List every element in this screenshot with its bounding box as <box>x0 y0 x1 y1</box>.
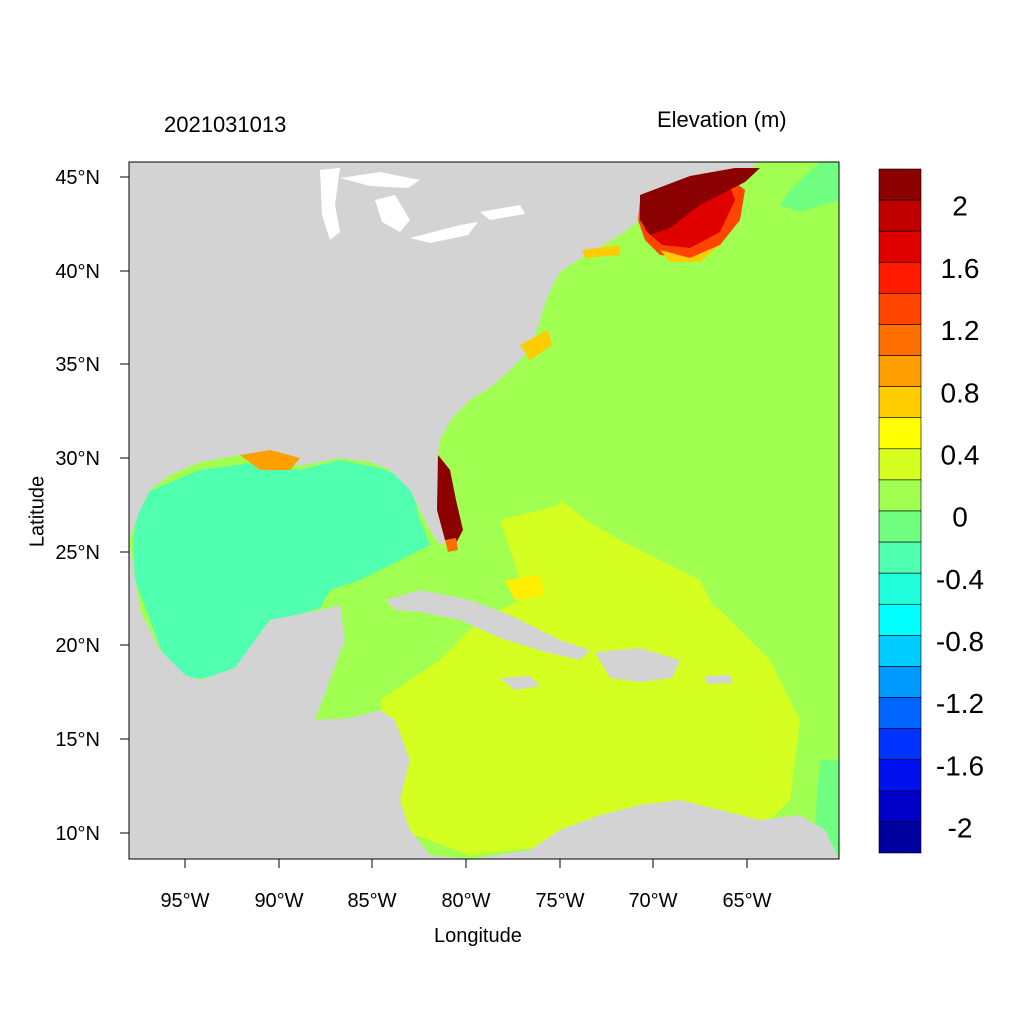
x-axis-ticks: 95°W 90°W 85°W 80°W 75°W 70°W 65°W <box>160 859 772 912</box>
map-frame <box>128 161 840 860</box>
colorbar-segment <box>878 168 922 201</box>
y-tick-label: 15°N <box>55 729 100 751</box>
colorbar-label: -2 <box>948 813 973 844</box>
colorbar-segment <box>878 821 922 854</box>
florida-surge-zone <box>437 455 463 545</box>
x-tick-label: 75°W <box>535 890 584 912</box>
colorbar-label: 2 <box>952 191 968 222</box>
colorbar-segment <box>878 541 922 574</box>
y-tick-label: 35°N <box>55 354 100 376</box>
hispaniola-land <box>595 648 680 682</box>
y-tick-label: 30°N <box>55 448 100 470</box>
x-tick-label: 65°W <box>722 890 771 912</box>
colorbar-label: -0.4 <box>936 564 984 595</box>
colorbar-segment <box>878 324 922 356</box>
x-tick-label: 85°W <box>347 890 396 912</box>
surge-zone-yellow <box>660 245 720 262</box>
colorbar-segment <box>878 603 922 636</box>
louisiana-surge-zone <box>240 450 300 470</box>
long-island-surge-zone <box>582 245 620 258</box>
colorbar-label: -1.6 <box>936 750 984 781</box>
legend-title: Elevation (m) <box>657 107 787 132</box>
colorbar: 2 1.6 1.2 0.8 0.4 0 -0.4 -0.8 -1.2 -1.6 -2 <box>878 168 984 854</box>
colorbar-segment <box>878 293 922 325</box>
high-zone-bahamas <box>505 575 545 600</box>
colorbar-segment <box>878 230 922 263</box>
y-tick-label: 40°N <box>55 261 100 283</box>
colorbar-segment <box>878 728 922 761</box>
colorbar-segment <box>878 790 922 823</box>
timestamp-label: 2021031013 <box>164 112 287 137</box>
mexico-central-america-land <box>129 540 470 859</box>
northeast-edge-zone <box>780 162 839 212</box>
colorbar-segment <box>878 572 922 605</box>
colorbar-label: 1.2 <box>941 315 980 346</box>
lake-erie <box>410 222 478 243</box>
y-tick-label: 20°N <box>55 635 100 657</box>
jamaica-land <box>500 676 540 690</box>
colorbar-segment <box>878 635 922 667</box>
x-tick-label: 70°W <box>628 890 677 912</box>
colorbar-segment <box>878 448 922 481</box>
colorbar-segment <box>878 417 922 450</box>
florida-tip-surge <box>445 538 458 552</box>
mid-atlantic-surge-zone <box>520 330 552 360</box>
lake-ontario <box>480 205 525 220</box>
colorbar-label: 1.6 <box>941 253 980 284</box>
colorbar-label: 0 <box>952 502 968 533</box>
x-tick-label: 95°W <box>160 890 209 912</box>
y-tick-label: 45°N <box>55 167 100 189</box>
colorbar-segment <box>878 510 922 543</box>
colorbar-segment <box>878 479 922 512</box>
colorbar-label: 0.8 <box>941 377 980 408</box>
y-axis-ticks: 45°N 40°N 35°N 30°N 25°N 20°N 15°N 10°N <box>55 167 129 845</box>
x-tick-label: 80°W <box>441 890 490 912</box>
colorbar-segment <box>878 759 922 792</box>
north-america-land <box>129 162 760 545</box>
colorbar-segment <box>878 199 922 232</box>
caribbean-elevation-zone <box>380 500 800 855</box>
colorbar-label: -1.2 <box>936 688 984 719</box>
y-tick-label: 25°N <box>55 542 100 564</box>
cuba-land <box>385 590 590 660</box>
colorbar-segment <box>878 355 922 387</box>
gulf-of-mexico-elevation <box>133 460 430 680</box>
south-america-land <box>470 800 839 859</box>
colorbar-segment <box>878 386 922 419</box>
colorbar-segment <box>878 666 922 698</box>
colorbar-label: -0.8 <box>936 626 984 657</box>
lake-huron <box>375 195 410 232</box>
map-area <box>129 162 839 859</box>
x-axis-label: Longitude <box>434 925 522 947</box>
y-tick-label: 10°N <box>55 823 100 845</box>
bahamas-elevation-zone <box>500 505 760 680</box>
puerto-rico-land <box>705 675 733 684</box>
surge-zone-darkred <box>640 168 760 235</box>
colorbar-segment <box>878 697 922 729</box>
colorbar-segment <box>878 261 922 294</box>
lake-michigan <box>320 168 340 240</box>
x-tick-label: 90°W <box>254 890 303 912</box>
lake-superior <box>340 172 420 188</box>
colorbar-label: 0.4 <box>941 439 980 470</box>
